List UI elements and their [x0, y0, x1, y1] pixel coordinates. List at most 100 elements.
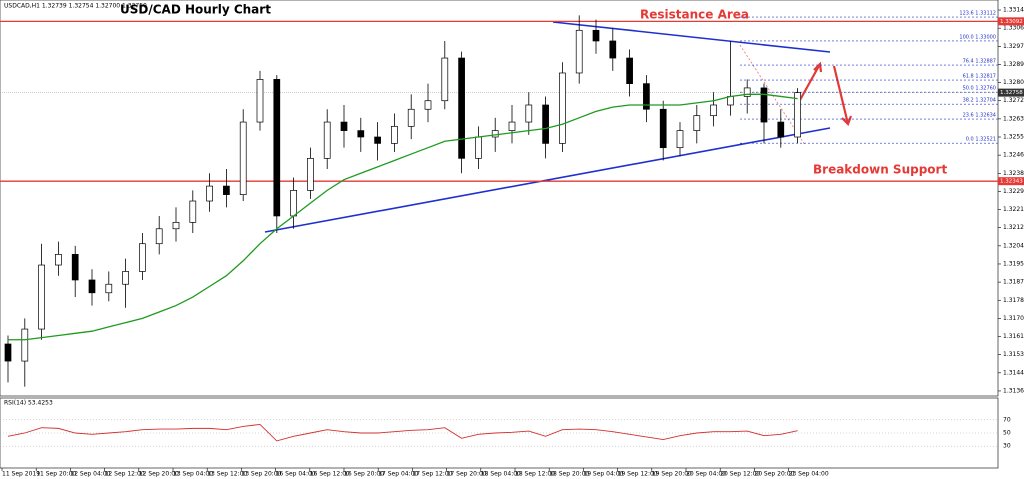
price-tag-label: 1.32758 — [1000, 90, 1023, 96]
y-tick-label: 1.32720 — [1003, 97, 1024, 104]
y-tick-label: 1.33060 — [1003, 25, 1024, 32]
candle-body — [340, 121, 348, 131]
rsi-line — [7, 423, 798, 442]
y-tick-label: 1.32040 — [1003, 242, 1024, 249]
candle-body — [374, 136, 381, 144]
price-tag — [998, 17, 1024, 26]
fib-label: 23.6 1.32634 — [963, 113, 996, 119]
fib-label: 100.0 1.33000 — [959, 34, 996, 40]
y-tick-label: 1.32975 — [1003, 43, 1024, 50]
x-tick-label: 16 Sep 04:00 — [276, 471, 316, 478]
x-tick-label: 19 Sep 20:00 — [652, 471, 692, 478]
y-tick-label: 1.31445 — [1003, 369, 1024, 376]
y-tick-label: 1.31530 — [1003, 351, 1024, 358]
candle-body — [55, 254, 62, 266]
price-tag-label: 1.33092 — [1000, 19, 1023, 25]
x-tick-label: 12 Sep 04:00 — [70, 471, 110, 478]
candle-body — [357, 130, 365, 138]
x-tick-label: 13 Sep 12:00 — [207, 471, 247, 478]
candle-body — [475, 136, 482, 159]
candle-body — [777, 121, 785, 138]
y-tick-label: 1.32380 — [1003, 170, 1024, 177]
x-tick-label: 13 Sep 20:00 — [241, 471, 281, 478]
fib-label: 61.8 1.32817 — [963, 74, 996, 80]
candle-body — [592, 29, 600, 42]
x-tick-label: 18 Sep 20:00 — [549, 471, 589, 478]
candle-body — [71, 254, 79, 281]
candle-body — [693, 115, 701, 131]
rsi-tick-label: 50 — [1003, 430, 1011, 437]
y-tick-label: 1.31955 — [1003, 260, 1024, 267]
candle-body — [223, 185, 230, 195]
y-tick-label: 1.31785 — [1003, 297, 1024, 304]
arrow — [799, 61, 823, 101]
candle-body — [626, 57, 633, 85]
candle-body — [424, 100, 432, 110]
annotation: Resistance Area — [640, 8, 749, 22]
candle-body — [139, 243, 146, 272]
candle-body — [4, 343, 12, 362]
candle-body — [21, 328, 29, 362]
candle-body — [727, 96, 734, 106]
candle-body — [273, 79, 281, 217]
candle-body — [407, 108, 415, 127]
price-tag — [998, 177, 1024, 186]
price-tag — [998, 88, 1024, 97]
x-tick-label: 16 Sep 12:00 — [310, 471, 350, 478]
fib-label: 123.6 1.33112 — [959, 11, 996, 17]
candle-body — [794, 92, 801, 138]
chart-header: USDCAD,H1 1.32739 1.32754 1.32700 1.3275… — [4, 3, 147, 10]
y-tick-label: 1.32550 — [1003, 134, 1024, 141]
y-tick-label: 1.31870 — [1003, 279, 1024, 286]
chart-title: USD/CAD Hourly Chart — [120, 3, 271, 17]
candle-body — [676, 130, 684, 149]
x-tick-label: 20 Sep 20:00 — [754, 471, 794, 478]
x-tick-label: 20 Sep 04:00 — [686, 471, 726, 478]
candle-body — [575, 29, 583, 74]
y-tick-label: 1.32805 — [1003, 79, 1024, 86]
price-tag-label: 1.32343 — [1000, 179, 1023, 185]
x-tick-label: 12 Sep 12:00 — [105, 471, 145, 478]
x-tick-label: 16 Sep 20:00 — [344, 471, 384, 478]
x-tick-label: 19 Sep 12:00 — [618, 471, 658, 478]
fib-label: 0.0 1.32521 — [966, 137, 996, 143]
x-tick-label: 12 Sep 20:00 — [139, 471, 179, 478]
candle-body — [206, 185, 213, 202]
candle-body — [760, 87, 768, 123]
x-tick-label: 18 Sep 12:00 — [515, 471, 555, 478]
candle-body — [172, 222, 180, 230]
annotation: Breakdown Support — [813, 163, 947, 177]
y-tick-label: 1.32890 — [1003, 61, 1024, 68]
y-tick-label: 1.32125 — [1003, 224, 1024, 231]
candle-body — [710, 104, 717, 117]
y-tick-label: 1.32465 — [1003, 152, 1024, 159]
rsi-tick-label: 70 — [1003, 416, 1011, 423]
candle-body — [256, 79, 264, 123]
y-tick-label: 1.32635 — [1003, 115, 1024, 122]
x-tick-label: 13 Sep 04:00 — [173, 471, 213, 478]
candle-body — [559, 72, 566, 144]
main-panel — [0, 0, 999, 397]
candle-body — [189, 200, 197, 223]
x-tick-label: 11 Sep 20:00 — [36, 471, 76, 478]
candle-body — [38, 264, 45, 330]
x-tick-label: 18 Sep 04:00 — [481, 471, 521, 478]
rsi-title: RSI(14) 53.4253 — [4, 400, 53, 407]
candle-body — [525, 104, 533, 123]
x-tick-label: 17 Sep 12:00 — [412, 471, 452, 478]
y-tick-label: 1.32210 — [1003, 206, 1024, 213]
fib-label: 38.2 1.32704 — [963, 98, 996, 104]
x-tick-label: 19 Sep 04:00 — [583, 471, 623, 478]
y-tick-label: 1.33145 — [1003, 7, 1024, 14]
x-tick-label: 23 Sep 04:00 — [789, 471, 829, 478]
rsi-tick-label: 30 — [1003, 443, 1011, 450]
candle-body — [441, 57, 449, 102]
candle-body — [323, 121, 331, 159]
candle-body — [239, 121, 247, 195]
x-tick-label: 17 Sep 20:00 — [447, 471, 487, 478]
candle-body — [155, 228, 163, 245]
candle-body — [105, 283, 113, 294]
candle-body — [290, 190, 297, 217]
trend-line — [552, 21, 831, 53]
